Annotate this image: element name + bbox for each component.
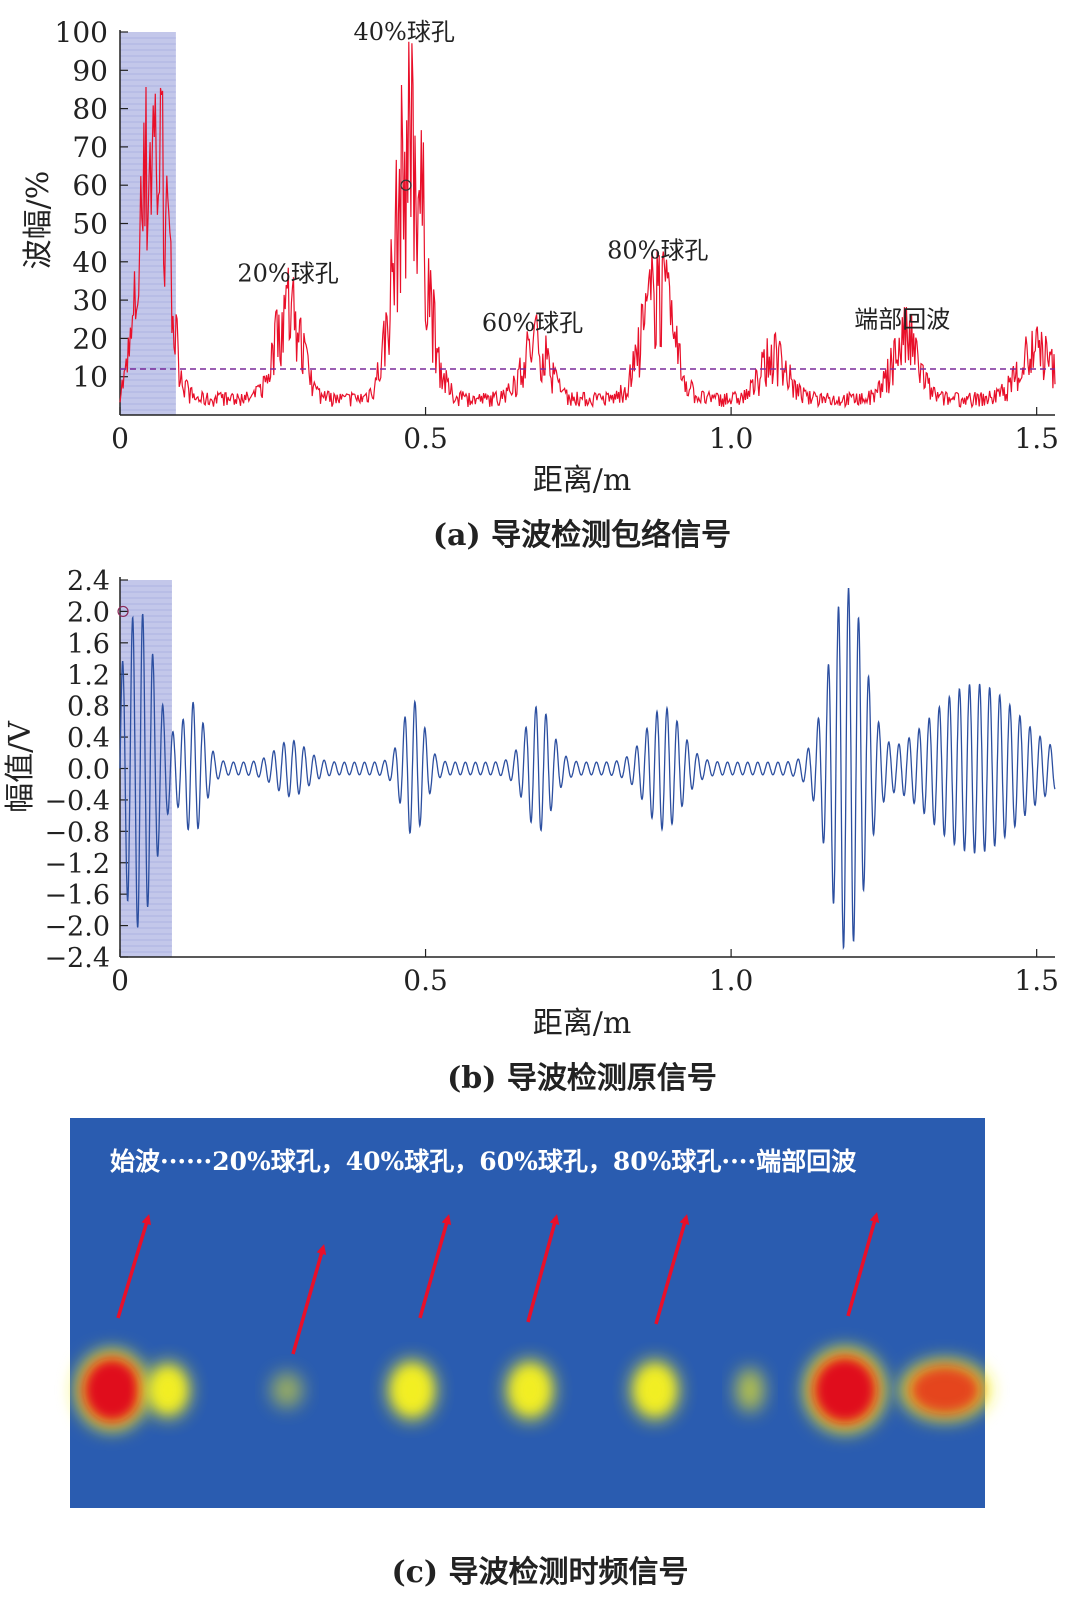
y-tick-label: 80 [72, 93, 108, 126]
annotation-label: 20%球孔 [237, 259, 338, 287]
heatmap-blob-core [395, 1369, 429, 1411]
panel-a-y-label: 波幅/% [21, 171, 56, 270]
y-tick-label: 2.0 [67, 597, 110, 628]
x-tick-label: 1.5 [1014, 422, 1059, 455]
heatmap-background [70, 1118, 985, 1508]
panel-c-caption: (c) 导波检测时频信号 [391, 1555, 688, 1590]
heatmap-label: 始波······20%球孔，40%球孔，60%球孔，80%球孔····端部回波 [110, 1147, 857, 1176]
heatmap-blob [271, 1372, 303, 1408]
y-tick-label: 30 [72, 284, 108, 317]
heatmap-blob-core [152, 1370, 184, 1410]
panel-c: 始波······20%球孔，40%球孔，60%球孔，80%球孔····端部回波 … [70, 1118, 989, 1590]
heatmap-blob-core [909, 1366, 981, 1414]
y-tick-label: 1.6 [67, 629, 110, 660]
heatmap-blob-core [638, 1369, 672, 1411]
y-tick-label: 40 [72, 246, 108, 279]
heatmap-blob-core [813, 1356, 877, 1424]
x-tick-label: 0 [111, 422, 129, 455]
y-tick-label: 1.2 [67, 660, 110, 691]
panel-b: 2.42.01.61.20.80.40.0−0.4−0.8−1.2−1.6−2.… [3, 566, 1059, 1096]
heatmap-arrows [116, 1212, 880, 1355]
panel-a-x-label: 距离/m [533, 463, 632, 498]
y-tick-label: −2.4 [44, 943, 110, 974]
y-tick-label: −1.6 [44, 880, 110, 911]
y-tick-label: −2.0 [44, 912, 110, 943]
annotation-label: 80%球孔 [607, 236, 708, 264]
y-tick-label: 60 [72, 169, 108, 202]
y-tick-label: −0.8 [44, 817, 110, 848]
panel-a-marker [400, 179, 412, 191]
x-tick-label: 1.0 [709, 964, 754, 997]
panel-b-y-label: 幅值/V [3, 720, 38, 813]
y-tick-label: 100 [55, 16, 108, 49]
y-tick-label: −1.2 [44, 849, 110, 880]
y-tick-label: 0.4 [67, 723, 110, 754]
y-tick-label: 10 [72, 361, 108, 394]
panel-b-signal-series [119, 588, 1056, 951]
panel-b-y-ticks: 2.42.01.61.20.80.40.0−0.4−0.8−1.2−1.6−2.… [44, 566, 128, 974]
y-tick-label: 20 [72, 322, 108, 355]
y-tick-label: 90 [72, 54, 108, 87]
x-tick-label: 0 [111, 964, 129, 997]
panel-a-shade-lines [120, 37, 176, 411]
y-tick-label: −0.4 [44, 786, 110, 817]
red-arrow [116, 1214, 152, 1319]
panel-b-caption: (b) 导波检测原信号 [447, 1061, 717, 1096]
panel-b-marker [117, 605, 129, 618]
panel-a-x-ticks: 0 0.5 1.0 1.5 [111, 407, 1059, 455]
x-tick-label: 0.5 [403, 964, 448, 997]
y-tick-label: 2.4 [67, 566, 110, 597]
red-arrow [846, 1212, 880, 1317]
x-tick-label: 1.0 [709, 422, 754, 455]
y-tick-label: 0.8 [67, 692, 110, 723]
red-arrow [291, 1244, 327, 1355]
x-tick-label: 0.5 [403, 422, 448, 455]
panel-a-y-ticks: 10 20 30 40 50 60 70 80 90 100 [55, 16, 128, 394]
panel-a-envelope-series [119, 41, 1056, 409]
annotation-label: 端部回波 [854, 305, 950, 333]
red-arrow [654, 1214, 690, 1325]
heatmap-blobs [76, 1348, 989, 1432]
heatmap-blob [736, 1368, 764, 1412]
panel-b-x-ticks: 0 0.5 1.0 1.5 [111, 949, 1059, 997]
y-tick-label: 70 [72, 131, 108, 164]
heatmap-blob-core [513, 1369, 547, 1411]
red-arrow [418, 1214, 452, 1319]
panel-a-caption: (a) 导波检测包络信号 [433, 518, 731, 553]
panel-a: 10 20 30 40 50 60 70 80 90 100 0 0.5 1.0 1.5 40%球孔 20… [21, 16, 1059, 553]
annotation-label: 40%球孔 [353, 18, 454, 46]
x-tick-label: 1.5 [1014, 964, 1059, 997]
red-arrow [526, 1214, 560, 1323]
annotation-label: 60%球孔 [482, 309, 583, 337]
y-tick-label: 0.0 [67, 755, 110, 786]
panel-b-x-label: 距离/m [533, 1006, 632, 1041]
y-tick-label: 50 [72, 208, 108, 241]
heatmap-blob-core [83, 1358, 141, 1422]
